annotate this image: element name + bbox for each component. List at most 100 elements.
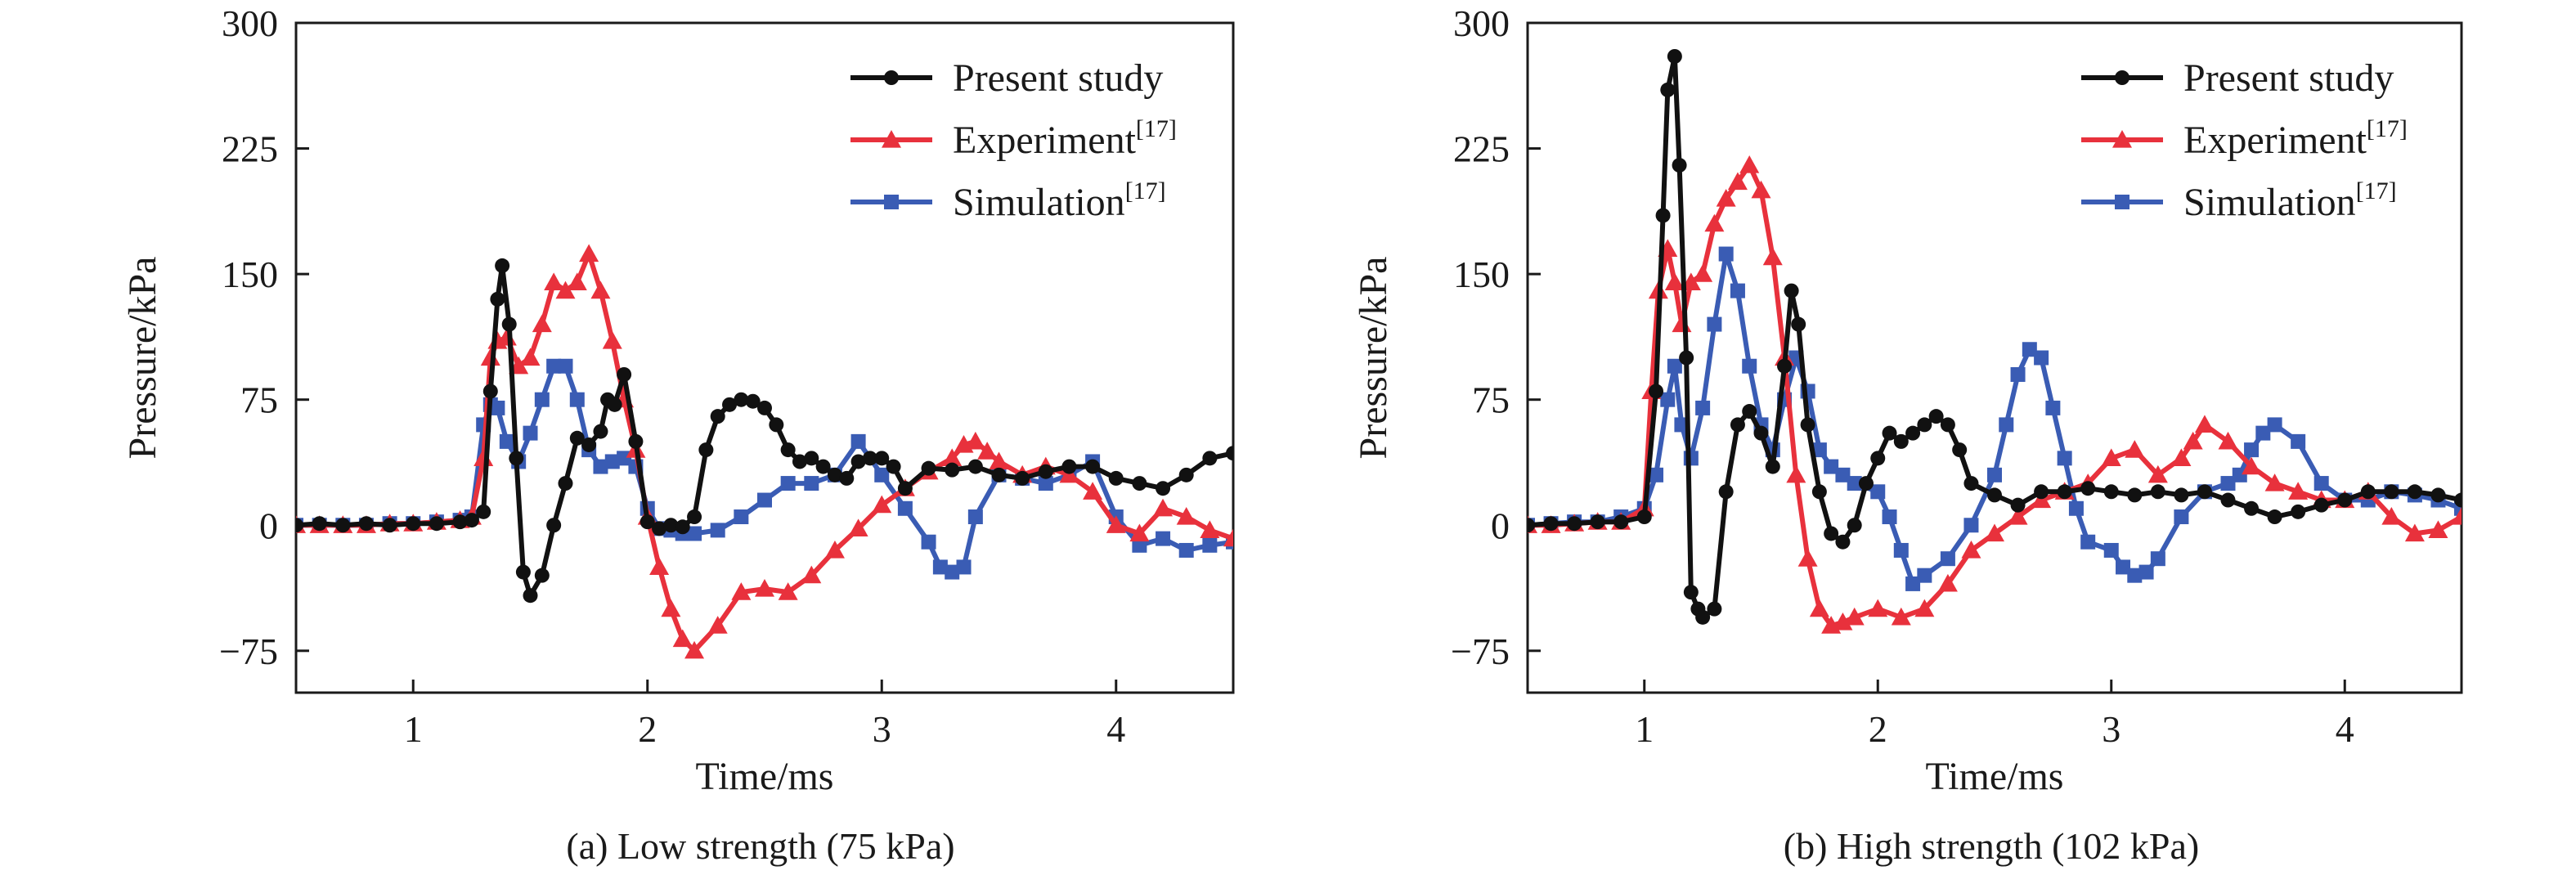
data-point (1672, 158, 1687, 173)
data-point (1667, 48, 1682, 64)
legend-label-superscript: [17] (2356, 177, 2397, 204)
data-point (839, 470, 855, 486)
legend-label-superscript: [17] (1125, 177, 1166, 204)
data-point (769, 417, 784, 433)
data-point (872, 495, 892, 514)
data-point (661, 599, 681, 617)
data-point (1753, 425, 1769, 441)
data-point (1824, 459, 1839, 474)
data-point (1961, 540, 1981, 559)
panel-b: −75 0 75 150 225 300 1 2 3 4 Time/ms Pressure/kPa (b… (1352, 2, 2463, 867)
plot-frame (294, 21, 1235, 694)
data-point (1835, 534, 1851, 550)
legend-label: Simulation[17] (953, 177, 1166, 224)
data-point (2125, 440, 2145, 458)
y-tick-label: 150 (222, 254, 278, 295)
data-point (1567, 516, 1582, 532)
legend-label-text: Present study (2183, 56, 2394, 100)
data-point (2183, 431, 2203, 450)
data-point (546, 358, 562, 374)
data-point (1987, 467, 2002, 482)
data-point (1742, 404, 1757, 420)
data-point (698, 442, 714, 458)
data-point (1868, 599, 1888, 617)
panel-caption: (a) Low strength (75 kPa) (566, 825, 954, 867)
data-point (2103, 484, 2119, 500)
y-tick-label: 75 (240, 379, 278, 421)
data-point (1106, 515, 1126, 533)
data-point (1718, 484, 1734, 500)
legend-marker (2112, 130, 2132, 148)
data-point (967, 459, 983, 474)
data-point (1893, 433, 1909, 449)
data-point (1917, 417, 1932, 433)
data-point (1038, 476, 1053, 491)
data-point (874, 467, 890, 482)
series-present (296, 258, 1233, 604)
data-point (897, 481, 913, 496)
data-point (476, 504, 491, 519)
data-point (1963, 476, 1979, 491)
data-point (2116, 559, 2131, 575)
data-point (581, 437, 597, 452)
legend-marker (884, 195, 899, 209)
data-point (921, 460, 936, 476)
data-point (1660, 392, 1676, 407)
data-point (1132, 476, 1147, 491)
data-point (1178, 467, 1194, 482)
data-point (593, 459, 608, 474)
data-point (1528, 518, 1535, 533)
data-point (1844, 607, 1865, 626)
data-point (640, 514, 655, 530)
data-point (2255, 425, 2271, 441)
data-point (1963, 518, 1979, 533)
legend: Present studyExperiment[17]Simulation[17… (2081, 56, 2408, 224)
data-point (558, 358, 573, 374)
data-point (1693, 264, 1713, 282)
legend-marker (882, 130, 901, 148)
data-point (2428, 520, 2448, 538)
data-point (1914, 599, 1935, 617)
data-point (2313, 497, 2329, 513)
data-point (945, 564, 960, 580)
data-point (2008, 507, 2028, 525)
data-point (1811, 442, 1827, 458)
data-point (567, 272, 587, 290)
data-point (710, 523, 725, 538)
data-point (1695, 400, 1711, 415)
data-point (1108, 470, 1124, 486)
y-axis-title: Pressure/kPa (121, 257, 164, 460)
data-point (464, 513, 479, 528)
data-point (490, 291, 505, 307)
data-point (2127, 487, 2143, 503)
data-point (965, 431, 985, 450)
data-point (1153, 498, 1174, 517)
data-point (2174, 509, 2189, 525)
y-tick-label: 300 (1453, 2, 1510, 44)
data-point (1223, 528, 1233, 547)
data-point (2407, 484, 2422, 500)
legend-marker (2115, 195, 2129, 209)
data-point (1059, 464, 1079, 483)
data-point (1226, 446, 1233, 461)
data-point (296, 518, 303, 533)
legend-label: Experiment[17] (953, 115, 1177, 162)
data-point (2057, 451, 2072, 466)
x-axis-title: Time/ms (696, 755, 834, 798)
data-point (874, 451, 890, 466)
data-point (2454, 492, 2462, 508)
data-point (2045, 400, 2061, 415)
data-point (2010, 497, 2026, 513)
data-point (1999, 417, 2014, 433)
data-point (1667, 358, 1682, 374)
data-point (967, 509, 983, 525)
data-point (2242, 456, 2262, 475)
data-point (942, 448, 963, 466)
data-point (675, 519, 690, 535)
data-point (1905, 576, 1921, 591)
legend-item: Experiment[17] (2081, 115, 2408, 162)
data-point (1704, 213, 1725, 232)
data-point (2452, 507, 2462, 525)
data-point (1882, 509, 1897, 525)
x-tick-label: 4 (2336, 708, 2354, 750)
